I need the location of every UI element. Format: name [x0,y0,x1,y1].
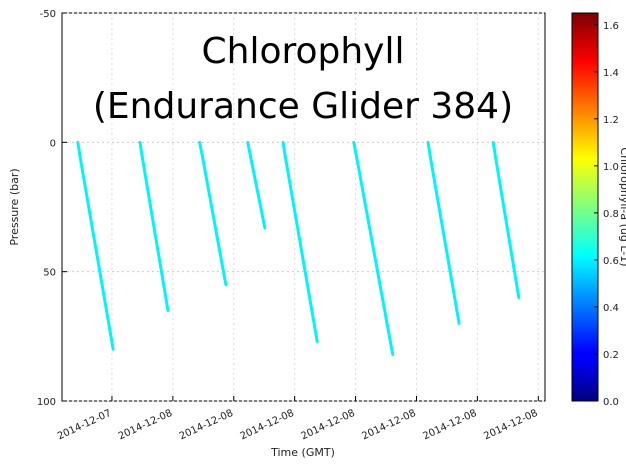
colorbar-tick-label: 1.4 [603,68,619,79]
x-tick-label: 2014-12-08 [482,408,539,443]
profile-segment [352,140,359,160]
profile-segment [249,156,267,230]
x-tick-label: 2014-12-08 [360,408,417,443]
colorbar-tick-label: 1.0 [603,162,619,173]
x-tick-label: 2014-12-08 [239,408,296,443]
colorbar-tick-label: 0.6 [603,256,619,267]
profile-segment [201,156,228,287]
y-tick-label: 50 [43,268,56,279]
colorbar-tick-label: 0.0 [603,397,619,408]
profile-segment [138,140,144,160]
colorbar-tick-label: 1.6 [603,21,619,32]
profile-segment [281,140,288,160]
chart-title: Chlorophyll [202,31,405,72]
x-tick-label: 2014-12-08 [300,408,357,443]
profile-segment [78,156,115,351]
x-tick-label: 2014-12-08 [178,408,235,443]
profile-segment [355,156,395,356]
colorbar-tick-label: 0.8 [603,209,619,220]
profile-segment [428,156,461,325]
profile-segment [246,140,253,160]
plot-frame [61,12,546,402]
y-tick-label: 0 [50,138,56,149]
x-axis-label: Time (GMT) [270,446,335,459]
y-tick-label: 100 [37,397,56,408]
y-tick-label: -50 [40,9,56,20]
profile-segment [140,156,170,312]
x-tick-label: 2014-12-08 [421,408,478,443]
colorbar-tick-label: 0.4 [603,303,619,314]
profile-segment [494,156,521,300]
profile-segment [491,140,498,160]
colorbar [571,12,599,402]
x-tick-label: 2014-12-08 [117,408,174,443]
profile-segment [284,156,319,344]
colorbar-label: Chlorophyll-a (ug L-1) [618,147,626,266]
chart-title: (Endurance Glider 384) [93,86,513,127]
profile-segment [426,140,432,160]
y-axis-label: Pressure (bar) [8,168,21,245]
colorbar-tick-label: 1.2 [603,115,619,126]
profile-segment [76,140,82,160]
colorbar-tick-label: 0.2 [603,350,619,361]
x-tick-label: 2014-12-07 [56,408,113,443]
profile-segment [198,140,205,160]
